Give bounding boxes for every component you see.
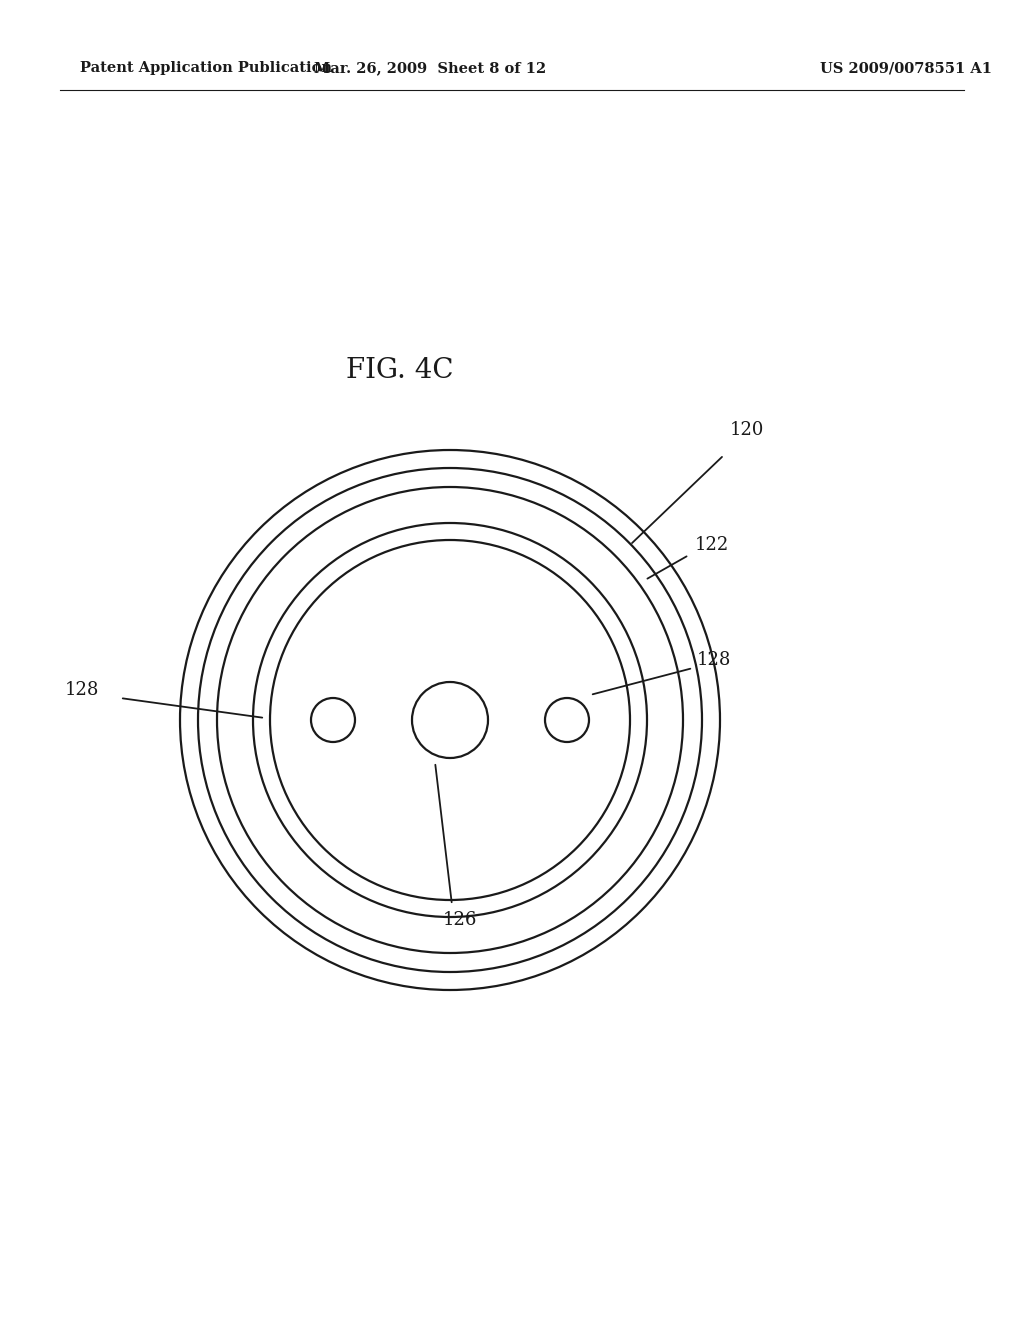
Text: 126: 126 bbox=[442, 911, 477, 929]
Text: Mar. 26, 2009  Sheet 8 of 12: Mar. 26, 2009 Sheet 8 of 12 bbox=[314, 61, 546, 75]
Text: US 2009/0078551 A1: US 2009/0078551 A1 bbox=[820, 61, 992, 75]
Text: 128: 128 bbox=[65, 681, 99, 700]
Text: 120: 120 bbox=[730, 421, 764, 440]
Text: FIG. 4C: FIG. 4C bbox=[346, 356, 454, 384]
Text: 128: 128 bbox=[697, 651, 731, 669]
Text: Patent Application Publication: Patent Application Publication bbox=[80, 61, 332, 75]
Text: 122: 122 bbox=[695, 536, 729, 554]
